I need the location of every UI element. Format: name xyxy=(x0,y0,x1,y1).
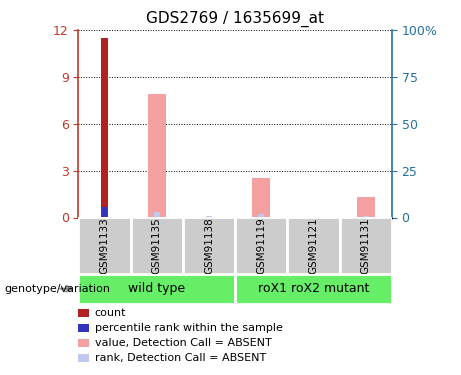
Text: value, Detection Call = ABSENT: value, Detection Call = ABSENT xyxy=(95,338,271,348)
Bar xyxy=(130,217,183,274)
Text: GSM91119: GSM91119 xyxy=(256,217,266,274)
Bar xyxy=(78,274,235,304)
Bar xyxy=(154,212,160,217)
Text: count: count xyxy=(95,308,126,318)
Text: percentile rank within the sample: percentile rank within the sample xyxy=(95,323,283,333)
Bar xyxy=(148,94,166,218)
Bar xyxy=(287,217,340,274)
Text: GSM91138: GSM91138 xyxy=(204,217,214,274)
Bar xyxy=(235,217,287,274)
Text: wild type: wild type xyxy=(128,282,185,295)
Bar xyxy=(235,274,392,304)
Title: GDS2769 / 1635699_at: GDS2769 / 1635699_at xyxy=(146,11,324,27)
Bar xyxy=(102,207,107,218)
Text: rank, Detection Call = ABSENT: rank, Detection Call = ABSENT xyxy=(95,353,266,363)
Bar xyxy=(78,217,130,274)
Bar xyxy=(183,217,235,274)
Bar xyxy=(206,216,212,217)
Bar xyxy=(258,214,264,217)
Bar xyxy=(363,216,369,217)
Text: GSM91133: GSM91133 xyxy=(100,217,110,274)
Text: GSM91121: GSM91121 xyxy=(308,217,319,274)
Text: GSM91131: GSM91131 xyxy=(361,217,371,274)
Text: roX1 roX2 mutant: roX1 roX2 mutant xyxy=(258,282,369,295)
Bar xyxy=(340,217,392,274)
Text: GSM91135: GSM91135 xyxy=(152,217,162,274)
Bar xyxy=(357,197,375,217)
Bar xyxy=(252,178,270,218)
Bar xyxy=(101,38,107,218)
Text: genotype/variation: genotype/variation xyxy=(5,285,111,294)
